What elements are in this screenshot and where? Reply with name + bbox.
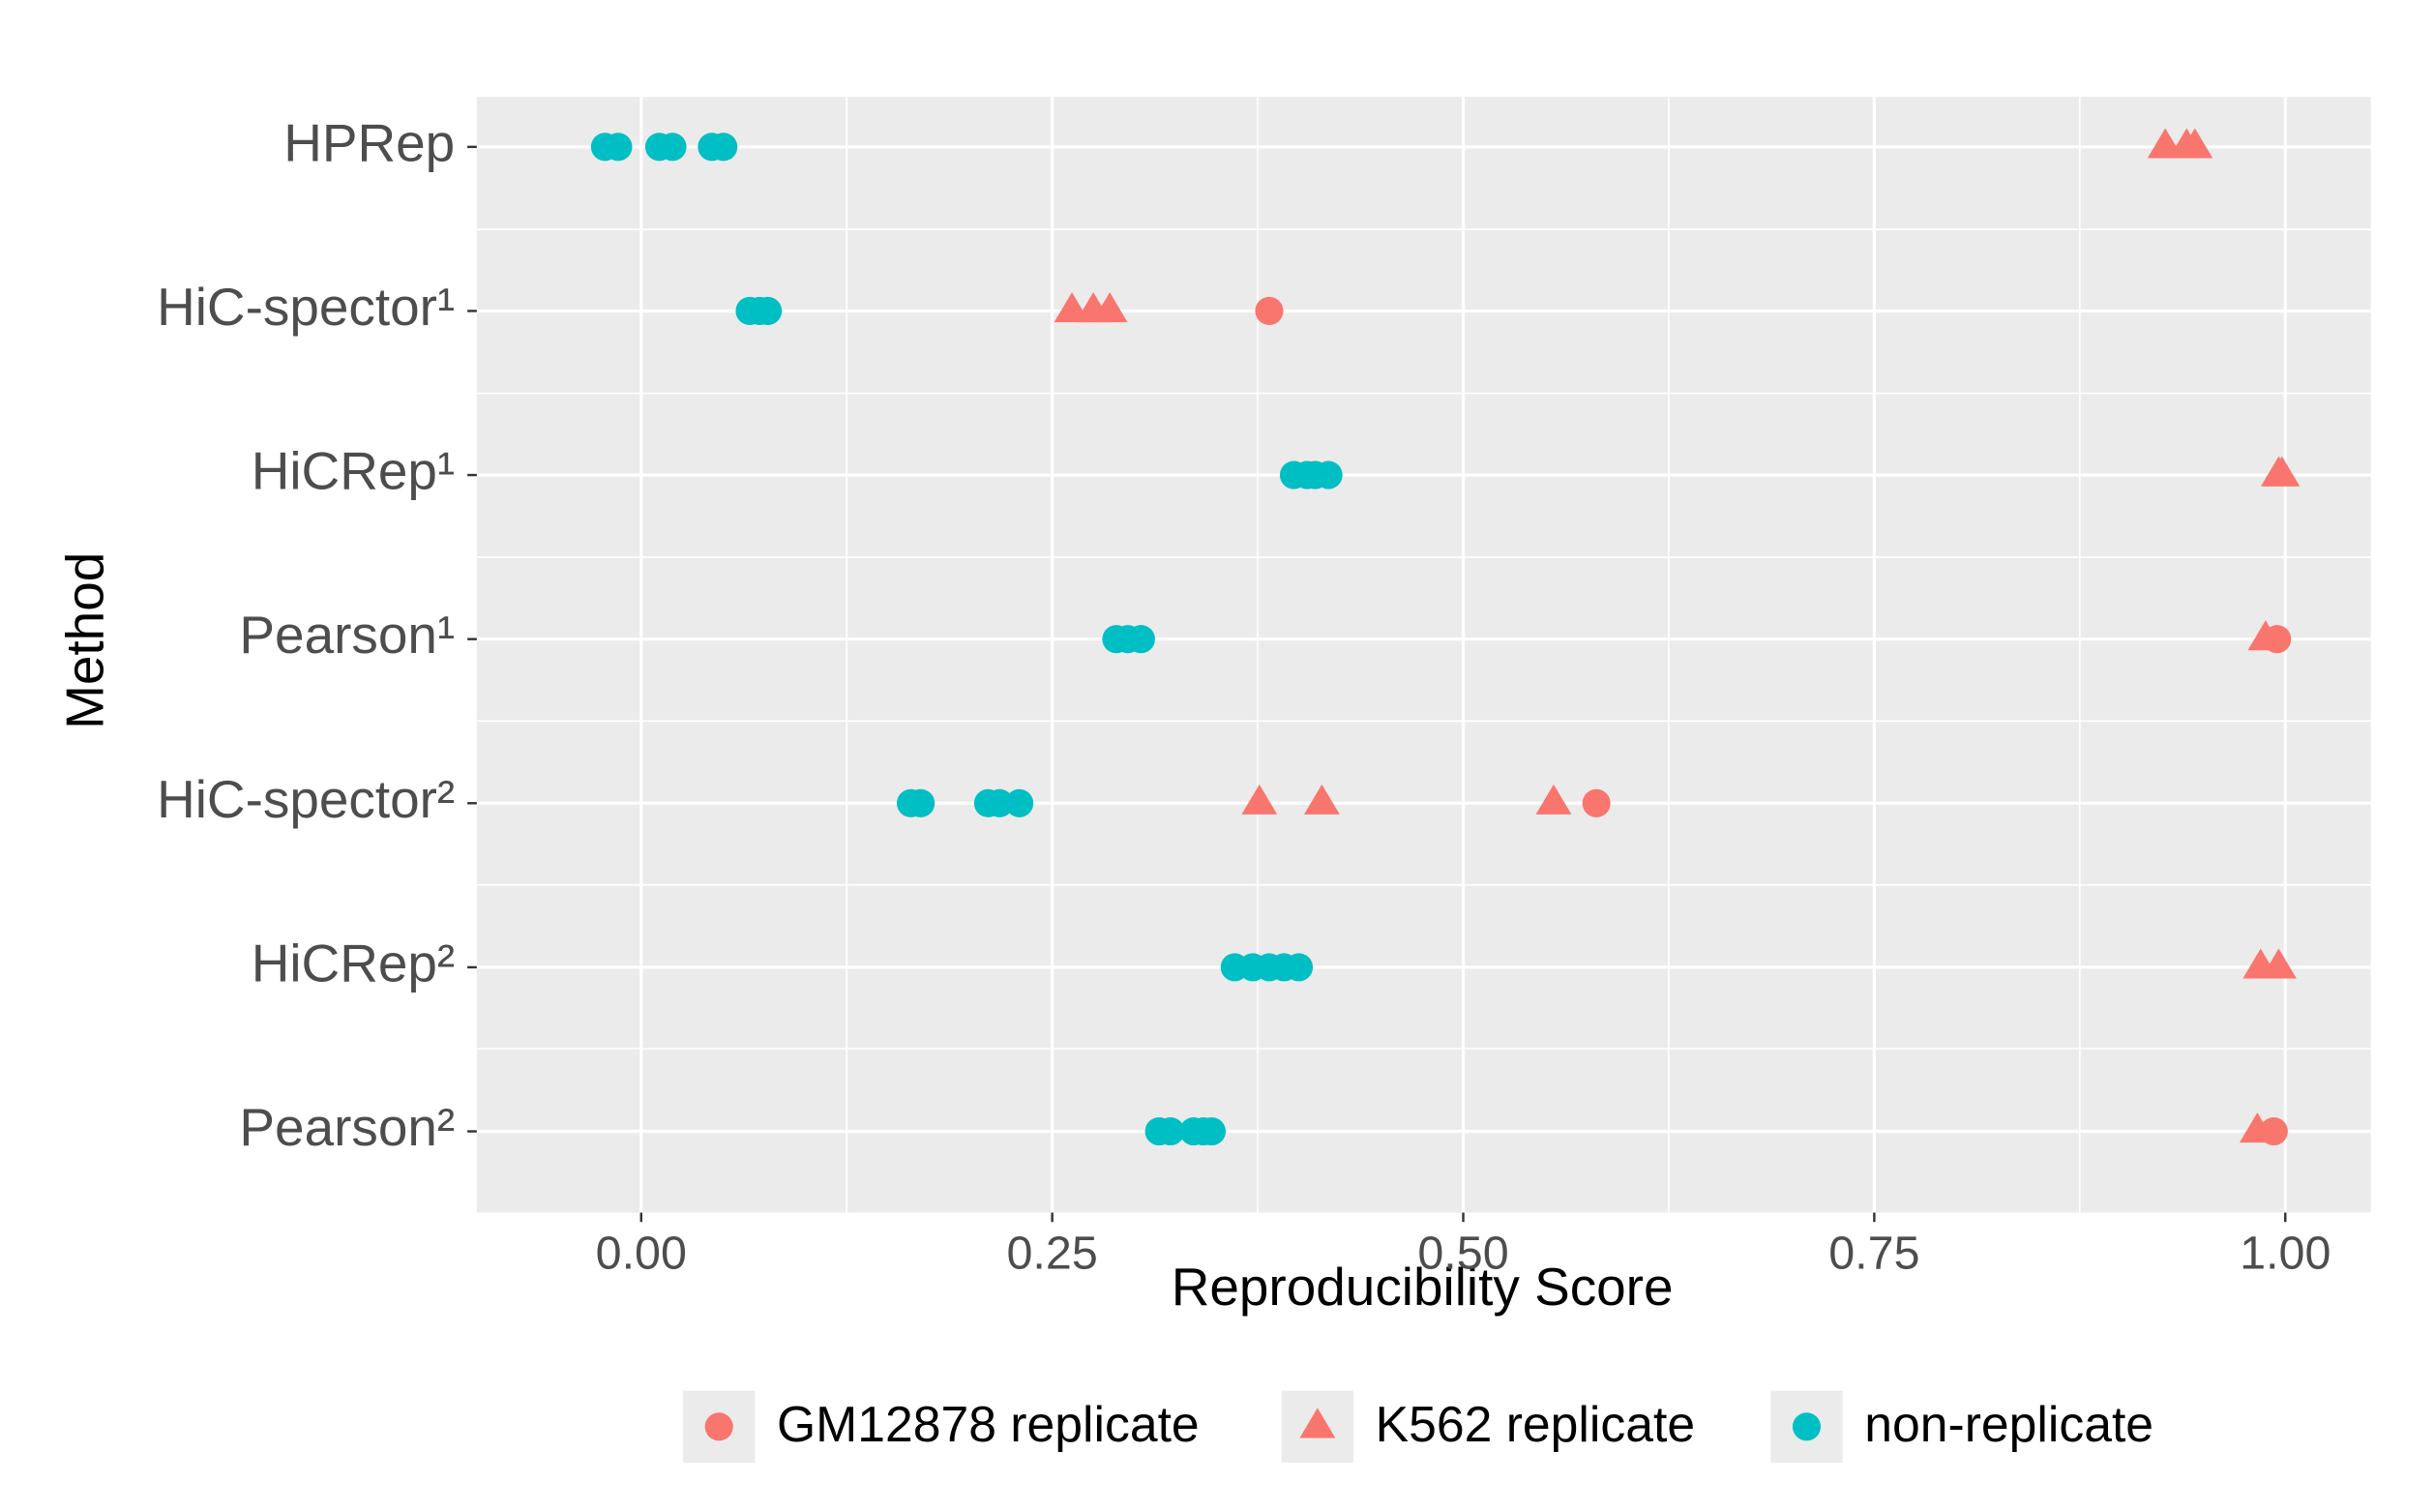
point xyxy=(1285,953,1314,982)
legend-label: non-replicate xyxy=(1864,1396,2153,1452)
x-tick-label: 1.00 xyxy=(2240,1228,2331,1280)
x-axis-label: Reproducibility Score xyxy=(1172,1257,1674,1317)
point xyxy=(1005,788,1034,817)
legend-label: GM12878 replicate xyxy=(777,1396,1200,1452)
point xyxy=(2247,620,2284,651)
point xyxy=(1582,788,1611,817)
point xyxy=(1241,784,1278,815)
point xyxy=(1091,292,1128,323)
point xyxy=(709,133,738,162)
point xyxy=(2261,948,2297,979)
point xyxy=(1126,625,1155,654)
x-tick-label: 0.00 xyxy=(596,1228,687,1280)
x-tick-label: 0.75 xyxy=(1828,1228,1919,1280)
point xyxy=(604,133,633,162)
x-tick-label: 0.50 xyxy=(1417,1228,1508,1280)
point xyxy=(658,133,687,162)
y-tick-label: HiCRep² xyxy=(252,933,456,993)
point xyxy=(2239,1112,2275,1143)
point xyxy=(1197,1116,1227,1146)
point xyxy=(1314,460,1343,489)
legend-symbol xyxy=(1792,1412,1822,1441)
legend-symbol xyxy=(1299,1408,1336,1438)
point xyxy=(2177,128,2213,159)
x-tick-label: 0.25 xyxy=(1006,1228,1097,1280)
y-tick-label: Pearson² xyxy=(239,1097,455,1157)
point xyxy=(1255,296,1284,325)
point xyxy=(2264,456,2301,487)
point xyxy=(754,296,783,325)
point xyxy=(985,788,1014,817)
plot-panel xyxy=(476,97,2371,1213)
y-tick-label: HiC-spector² xyxy=(157,769,455,829)
point xyxy=(1156,1116,1185,1146)
y-tick-label: HPRep xyxy=(283,112,455,172)
point xyxy=(1303,784,1340,815)
legend-label: K562 replicate xyxy=(1376,1396,1695,1452)
point xyxy=(906,788,935,817)
legend-symbol xyxy=(704,1412,733,1441)
y-tick-label: HiC-spector¹ xyxy=(157,277,455,337)
y-axis-label: Method xyxy=(55,552,115,729)
point xyxy=(1535,784,1572,815)
y-tick-label: HiCRep¹ xyxy=(252,441,456,501)
y-tick-label: Pearson¹ xyxy=(239,605,455,665)
